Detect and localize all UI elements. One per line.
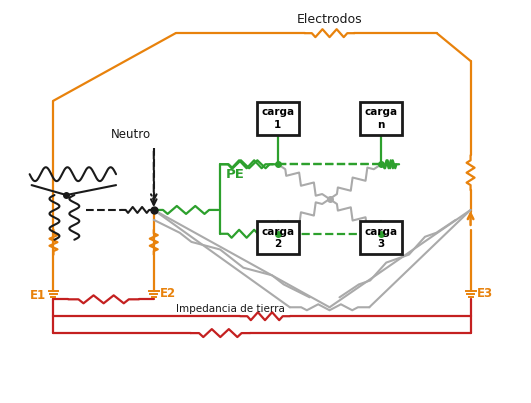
FancyBboxPatch shape [257,221,299,254]
FancyBboxPatch shape [257,102,299,135]
FancyBboxPatch shape [361,221,402,254]
Text: E1: E1 [29,289,46,302]
Text: carga
3: carga 3 [365,226,398,249]
Text: carga
n: carga n [365,107,398,130]
FancyBboxPatch shape [361,102,402,135]
Text: Neutro: Neutro [111,129,151,141]
Text: E3: E3 [476,287,493,300]
Text: PE: PE [225,168,244,181]
Text: E2: E2 [160,287,176,300]
Text: carga
1: carga 1 [261,107,295,130]
Text: Impedancia de tierra: Impedancia de tierra [176,304,285,314]
Text: carga
2: carga 2 [261,226,295,249]
Text: Electrodos: Electrodos [297,13,362,26]
